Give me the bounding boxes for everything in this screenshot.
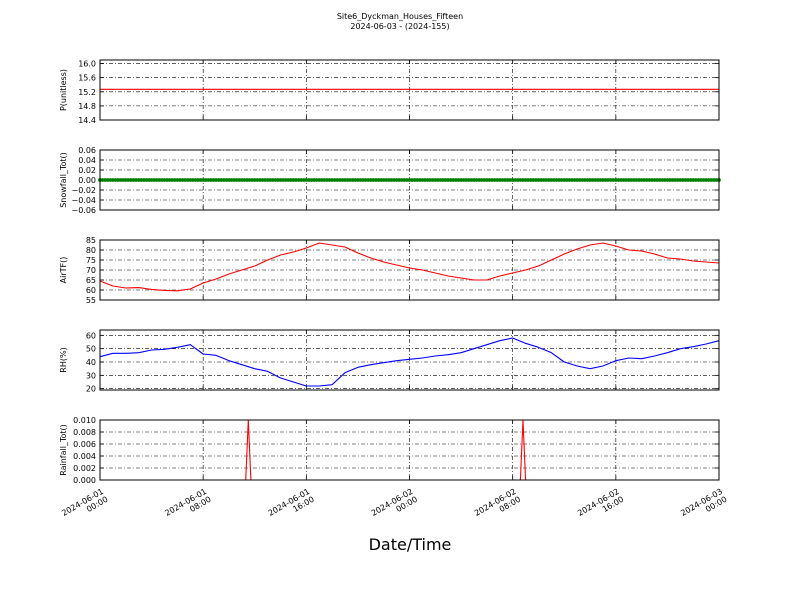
panel-2: −0.06−0.04−0.020.000.020.040.06 Snowfall_… [59,146,721,215]
y-tick-label: 60 [86,331,96,340]
y-tick-label: 50 [86,345,96,354]
y-axis-label: RH(%) [59,347,68,372]
y-tick-label: 30 [86,371,96,380]
x-tick-label: 2024-06-0216:00 [576,487,625,526]
x-axis-label: Date/Time [369,535,452,554]
y-tick-label: −0.02 [71,186,96,195]
y-tick-label: 0.006 [73,440,96,449]
y-tick-label: 0.00 [78,176,96,185]
panel-1: 14.4 14.8 15.2 15.6 16.0 P(unitless) [59,59,720,125]
x-tick-label: 2024-06-0300:00 [679,487,728,526]
y-axis-label: Rainfall_Tot() [59,424,68,476]
axes-frame [99,149,720,211]
x-tick-label: 2024-06-0108:00 [163,487,212,526]
y-tick-label: 0.010 [73,416,96,425]
y-tick-label: 0.02 [78,166,96,175]
axes-frame [99,419,720,481]
y-tick-label: 0.004 [73,452,96,461]
y-tick-label: 85 [86,236,96,245]
panel-5: 0.000 0.002 0.004 0.006 0.008 0.010 Rainfall_T… [59,416,720,485]
y-tick-label: 15.6 [78,74,96,83]
y-tick-label: 55 [86,296,96,305]
y-tick-label: 16.0 [78,60,96,69]
y-tick-label: 0.002 [73,464,96,473]
y-tick-label: −0.04 [71,196,96,205]
x-tick-label: 2024-06-0208:00 [473,487,522,526]
y-tick-label: 80 [86,246,96,255]
y-tick-label: 0.008 [73,428,96,437]
y-tick-label: 75 [86,256,96,265]
axes-frame [99,329,720,391]
y-tick-label: 0.06 [78,146,96,155]
y-tick-label: 70 [86,266,96,275]
panel-4: 20 30 40 50 60 RH(%) [59,329,720,394]
x-tick-label: 2024-06-0200:00 [370,487,419,526]
y-tick-label: 15.2 [78,88,96,97]
axes-frame [99,239,720,301]
x-tick-label: 2024-06-0116:00 [267,487,316,526]
y-tick-label: 20 [86,385,96,394]
y-tick-label: 0.04 [78,156,96,165]
y-axis-label: P(unitless) [59,69,68,111]
axes-frame [99,59,720,121]
y-tick-label: 14.4 [78,116,96,125]
y-tick-label: 60 [86,286,96,295]
y-tick-label: 65 [86,276,96,285]
chart-title-line2: 2024-06-03 - (2024-155) [350,22,449,31]
y-tick-label: 0.000 [73,476,96,485]
y-axis-label: AirTF() [59,257,68,284]
panels-group: 14.414.815.215.616.0P(unitless)−0.06−0.0… [59,59,721,485]
chart-title-line1: Site6_Dyckman_Houses_Fifteen [337,12,463,21]
x-tick-labels: 2024-06-0100:00 2024-06-0108:00 2024-06-01… [60,487,728,526]
y-tick-label: 40 [86,358,96,367]
y-tick-label: 14.8 [78,102,96,111]
y-axis-label: Snowfall_Tot() [59,152,68,208]
x-tick-label: 2024-06-0100:00 [60,487,109,526]
series-line [99,337,720,387]
series-line [99,242,720,292]
y-tick-label: −0.06 [71,206,96,215]
